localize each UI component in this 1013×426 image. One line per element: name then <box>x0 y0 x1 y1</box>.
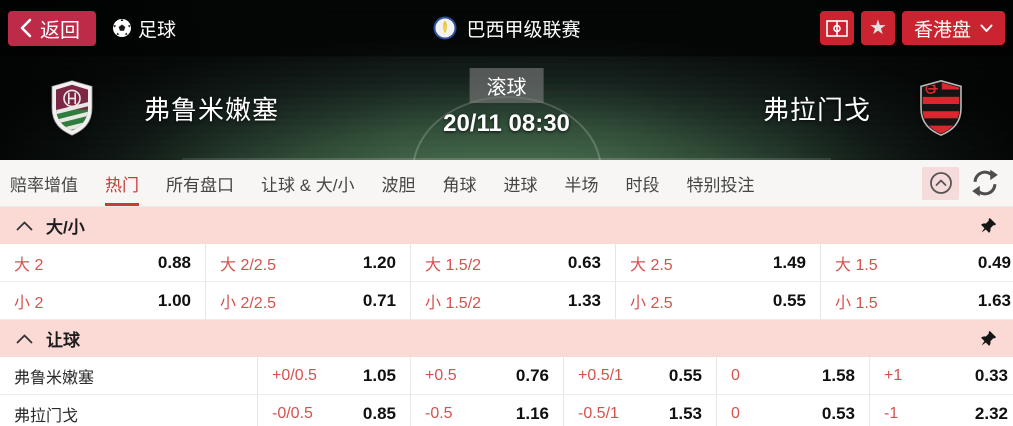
odds-cell[interactable]: 大 2/2.5 1.20 <box>205 244 410 281</box>
odds-cell[interactable]: +1 0.33 <box>869 357 1013 394</box>
market-tab-bar: 赔率增值 热门 所有盘口 让球 & 大/小 波胆 角球 进球 半场 时段 特别投… <box>0 160 1013 207</box>
soccer-ball-icon <box>112 18 132 38</box>
odds-cell[interactable]: 大 1.5/2 0.63 <box>410 244 615 281</box>
top-bar: 返回 足球 <box>0 0 1013 56</box>
collapse-circle-icon <box>928 170 954 196</box>
section-header-over-under[interactable]: 大/小 <box>0 207 1013 244</box>
league-label: 巴西甲级联赛 <box>466 19 581 41</box>
match-datetime: 20/11 08:30 <box>443 110 570 137</box>
odds-cell[interactable]: 小 1.5/2 1.33 <box>410 282 615 319</box>
tab-all-markets[interactable]: 所有盘口 <box>166 175 234 195</box>
match-status: 滚球 20/11 08:30 <box>443 68 570 138</box>
pin-icon[interactable] <box>980 217 997 234</box>
away-handicap-row: 弗拉门戈 -0/0.5 0.85 -0.5 1.16 -0.5/1 1.53 0 0.5… <box>0 395 1013 426</box>
pin-icon[interactable] <box>980 330 997 347</box>
section-title: 大/小 <box>46 218 85 237</box>
back-label: 返回 <box>40 19 80 42</box>
tab-half[interactable]: 半场 <box>564 175 599 195</box>
refresh-icon <box>971 169 999 197</box>
odds-cell[interactable]: 0 0.53 <box>716 395 869 426</box>
market-tabs: 赔率增值 热门 所有盘口 让球 & 大/小 波胆 角球 进球 半场 时段 特别投… <box>10 160 755 206</box>
tab-hot[interactable]: 热门 <box>105 160 139 206</box>
topbar-actions: ★ 香港盘 <box>819 11 1005 45</box>
odds-cell[interactable]: -0/0.5 0.85 <box>257 395 410 426</box>
odds-cell[interactable]: +0.5/1 0.55 <box>563 357 716 394</box>
odds-cell[interactable]: 小 1.5 1.63 <box>820 282 1013 319</box>
pitch-icon <box>826 19 848 37</box>
sport-indicator: 足球 <box>112 15 176 42</box>
tab-correct-score[interactable]: 波胆 <box>381 175 416 195</box>
refresh-button[interactable] <box>971 169 999 197</box>
odds-cell[interactable]: +0/0.5 1.05 <box>257 357 410 394</box>
tab-period[interactable]: 时段 <box>625 175 660 195</box>
under-odds-row: 小 2 1.00 小 2/2.5 0.71 小 1.5/2 1.33 小 2.5 0.5… <box>0 282 1013 320</box>
market-type-label: 香港盘 <box>913 19 971 41</box>
odds-cell[interactable]: 大 2 0.88 <box>14 252 191 274</box>
odds-cell[interactable]: 小 2.5 0.55 <box>615 282 820 319</box>
odds-cell[interactable]: -0.5 1.16 <box>410 395 563 426</box>
odds-cell[interactable]: 小 2 1.00 <box>14 290 191 312</box>
odds-cell[interactable]: -0.5/1 1.53 <box>563 395 716 426</box>
star-icon: ★ <box>869 17 887 39</box>
match-banner: 弗鲁米嫩塞 滚球 20/11 08:30 弗拉门戈 <box>0 56 1013 160</box>
section-title: 让球 <box>46 331 80 350</box>
odds-cell[interactable]: -1 2.32 <box>869 395 1013 426</box>
odds-cell[interactable]: 大 1.5 0.49 <box>820 244 1013 281</box>
tab-odds-boost[interactable]: 赔率增值 <box>10 175 78 195</box>
tab-corners[interactable]: 角球 <box>442 175 477 195</box>
home-team-crest <box>51 80 93 136</box>
tab-specials[interactable]: 特别投注 <box>686 175 755 195</box>
away-team: 弗拉门戈 <box>763 79 965 137</box>
row-team-name: 弗鲁米嫩塞 <box>14 369 95 387</box>
status-badge: 滚球 <box>469 68 544 103</box>
league-title: 巴西甲级联赛 <box>432 0 581 56</box>
tab-tools <box>922 160 1003 206</box>
league-badge-icon <box>432 16 456 40</box>
over-odds-row: 大 2 0.88 大 2/2.5 1.20 大 1.5/2 0.63 大 2.5 1.4… <box>0 244 1013 282</box>
away-team-name: 弗拉门戈 <box>762 94 871 125</box>
odds-cell[interactable]: 0 1.58 <box>716 357 869 394</box>
odds-cell[interactable]: +0.5 0.76 <box>410 357 563 394</box>
home-handicap-row: 弗鲁米嫩塞 +0/0.5 1.05 +0.5 0.76 +0.5/1 0.55 0 1.… <box>0 357 1013 395</box>
favorite-button[interactable]: ★ <box>860 11 895 45</box>
chevron-up-icon <box>16 221 33 231</box>
row-team-name: 弗拉门戈 <box>14 407 79 425</box>
odds-cell[interactable]: 大 2.5 1.49 <box>615 244 820 281</box>
home-team: 弗鲁米嫩塞 <box>48 79 279 137</box>
sport-label: 足球 <box>138 19 177 41</box>
tab-goals[interactable]: 进球 <box>503 175 538 195</box>
match-header: 返回 足球 <box>0 0 1013 160</box>
chevron-up-icon <box>16 334 33 344</box>
back-chevron-icon <box>20 18 32 38</box>
market-type-dropdown[interactable]: 香港盘 <box>901 11 1005 45</box>
away-team-crest <box>920 79 962 137</box>
odds-cell[interactable]: 小 2/2.5 0.71 <box>205 282 410 319</box>
pitch-view-button[interactable] <box>819 11 854 45</box>
tab-handicap-ou[interactable]: 让球 & 大/小 <box>261 175 355 195</box>
home-team-name: 弗鲁米嫩塞 <box>144 94 280 125</box>
collapse-all-button[interactable] <box>922 166 959 200</box>
chevron-down-icon <box>980 24 993 33</box>
back-button[interactable]: 返回 <box>8 10 96 46</box>
section-handicap: 让球 弗鲁米嫩塞 +0/0.5 1.05 +0.5 0.76 +0.5/1 0.55 … <box>0 320 1013 426</box>
section-over-under: 大/小 大 2 0.88 大 2/2.5 1.20 大 1.5/2 0.63 大 2.… <box>0 207 1013 320</box>
section-header-handicap[interactable]: 让球 <box>0 320 1013 357</box>
